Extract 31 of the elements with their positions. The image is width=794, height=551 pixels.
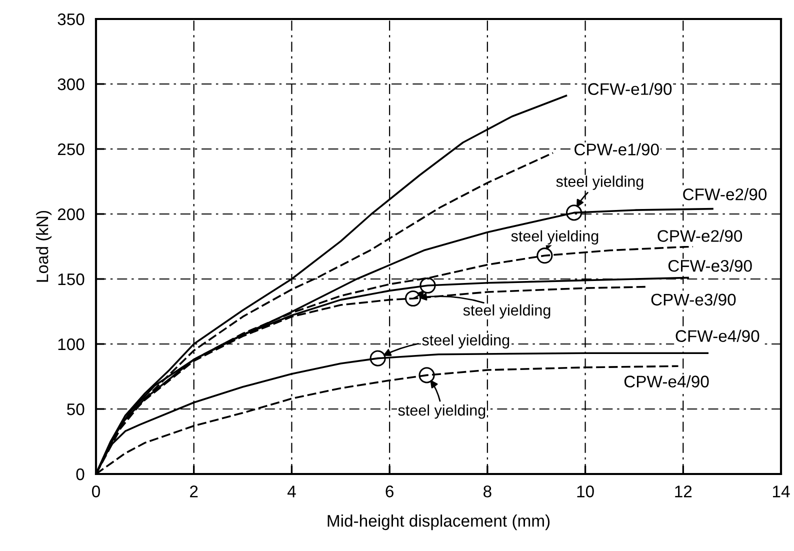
y-tick-label: 50: [67, 403, 84, 416]
x-tick-label: 12: [675, 486, 692, 498]
y-axis-title: Load (kN): [36, 210, 52, 282]
series-label: CPW-e2/90: [658, 230, 742, 242]
x-tick-label: 14: [773, 486, 790, 498]
annotation: steel yielding: [398, 404, 486, 419]
annotation: steel yielding: [556, 176, 644, 190]
y-tick-label: 100: [58, 338, 84, 350]
x-tick-label: 10: [577, 486, 594, 498]
series-label: CFW-e2/90: [683, 188, 767, 200]
annotation: steel yielding: [422, 334, 510, 349]
annotation: steel yielding: [511, 230, 598, 245]
x-axis-title: Mid-height displacement (mm): [328, 514, 550, 530]
x-tick-label: 2: [190, 486, 198, 498]
x-tick-label: 0: [92, 486, 100, 498]
series-label: CFW-e3/90: [668, 260, 752, 272]
x-tick-label: 4: [287, 486, 296, 498]
series-label: CPW-e4/90: [624, 375, 709, 388]
y-tick-label: 200: [58, 208, 84, 220]
y-tick-label: 0: [76, 468, 84, 480]
x-tick-label: 6: [386, 486, 394, 498]
series-label: CPW-e1/90: [574, 143, 659, 156]
y-tick-label: 300: [58, 78, 84, 90]
y-tick-label: 350: [58, 13, 84, 26]
y-tick-label: 150: [58, 273, 84, 286]
series-label: CFW-e1/90: [588, 82, 672, 95]
series-label: CFW-e4/90: [676, 330, 760, 342]
series-label: CPW-e3/90: [651, 293, 736, 306]
x-tick-label: 8: [484, 486, 492, 498]
y-tick-label: 250: [58, 143, 84, 156]
annotation: steel yielding: [463, 304, 550, 319]
